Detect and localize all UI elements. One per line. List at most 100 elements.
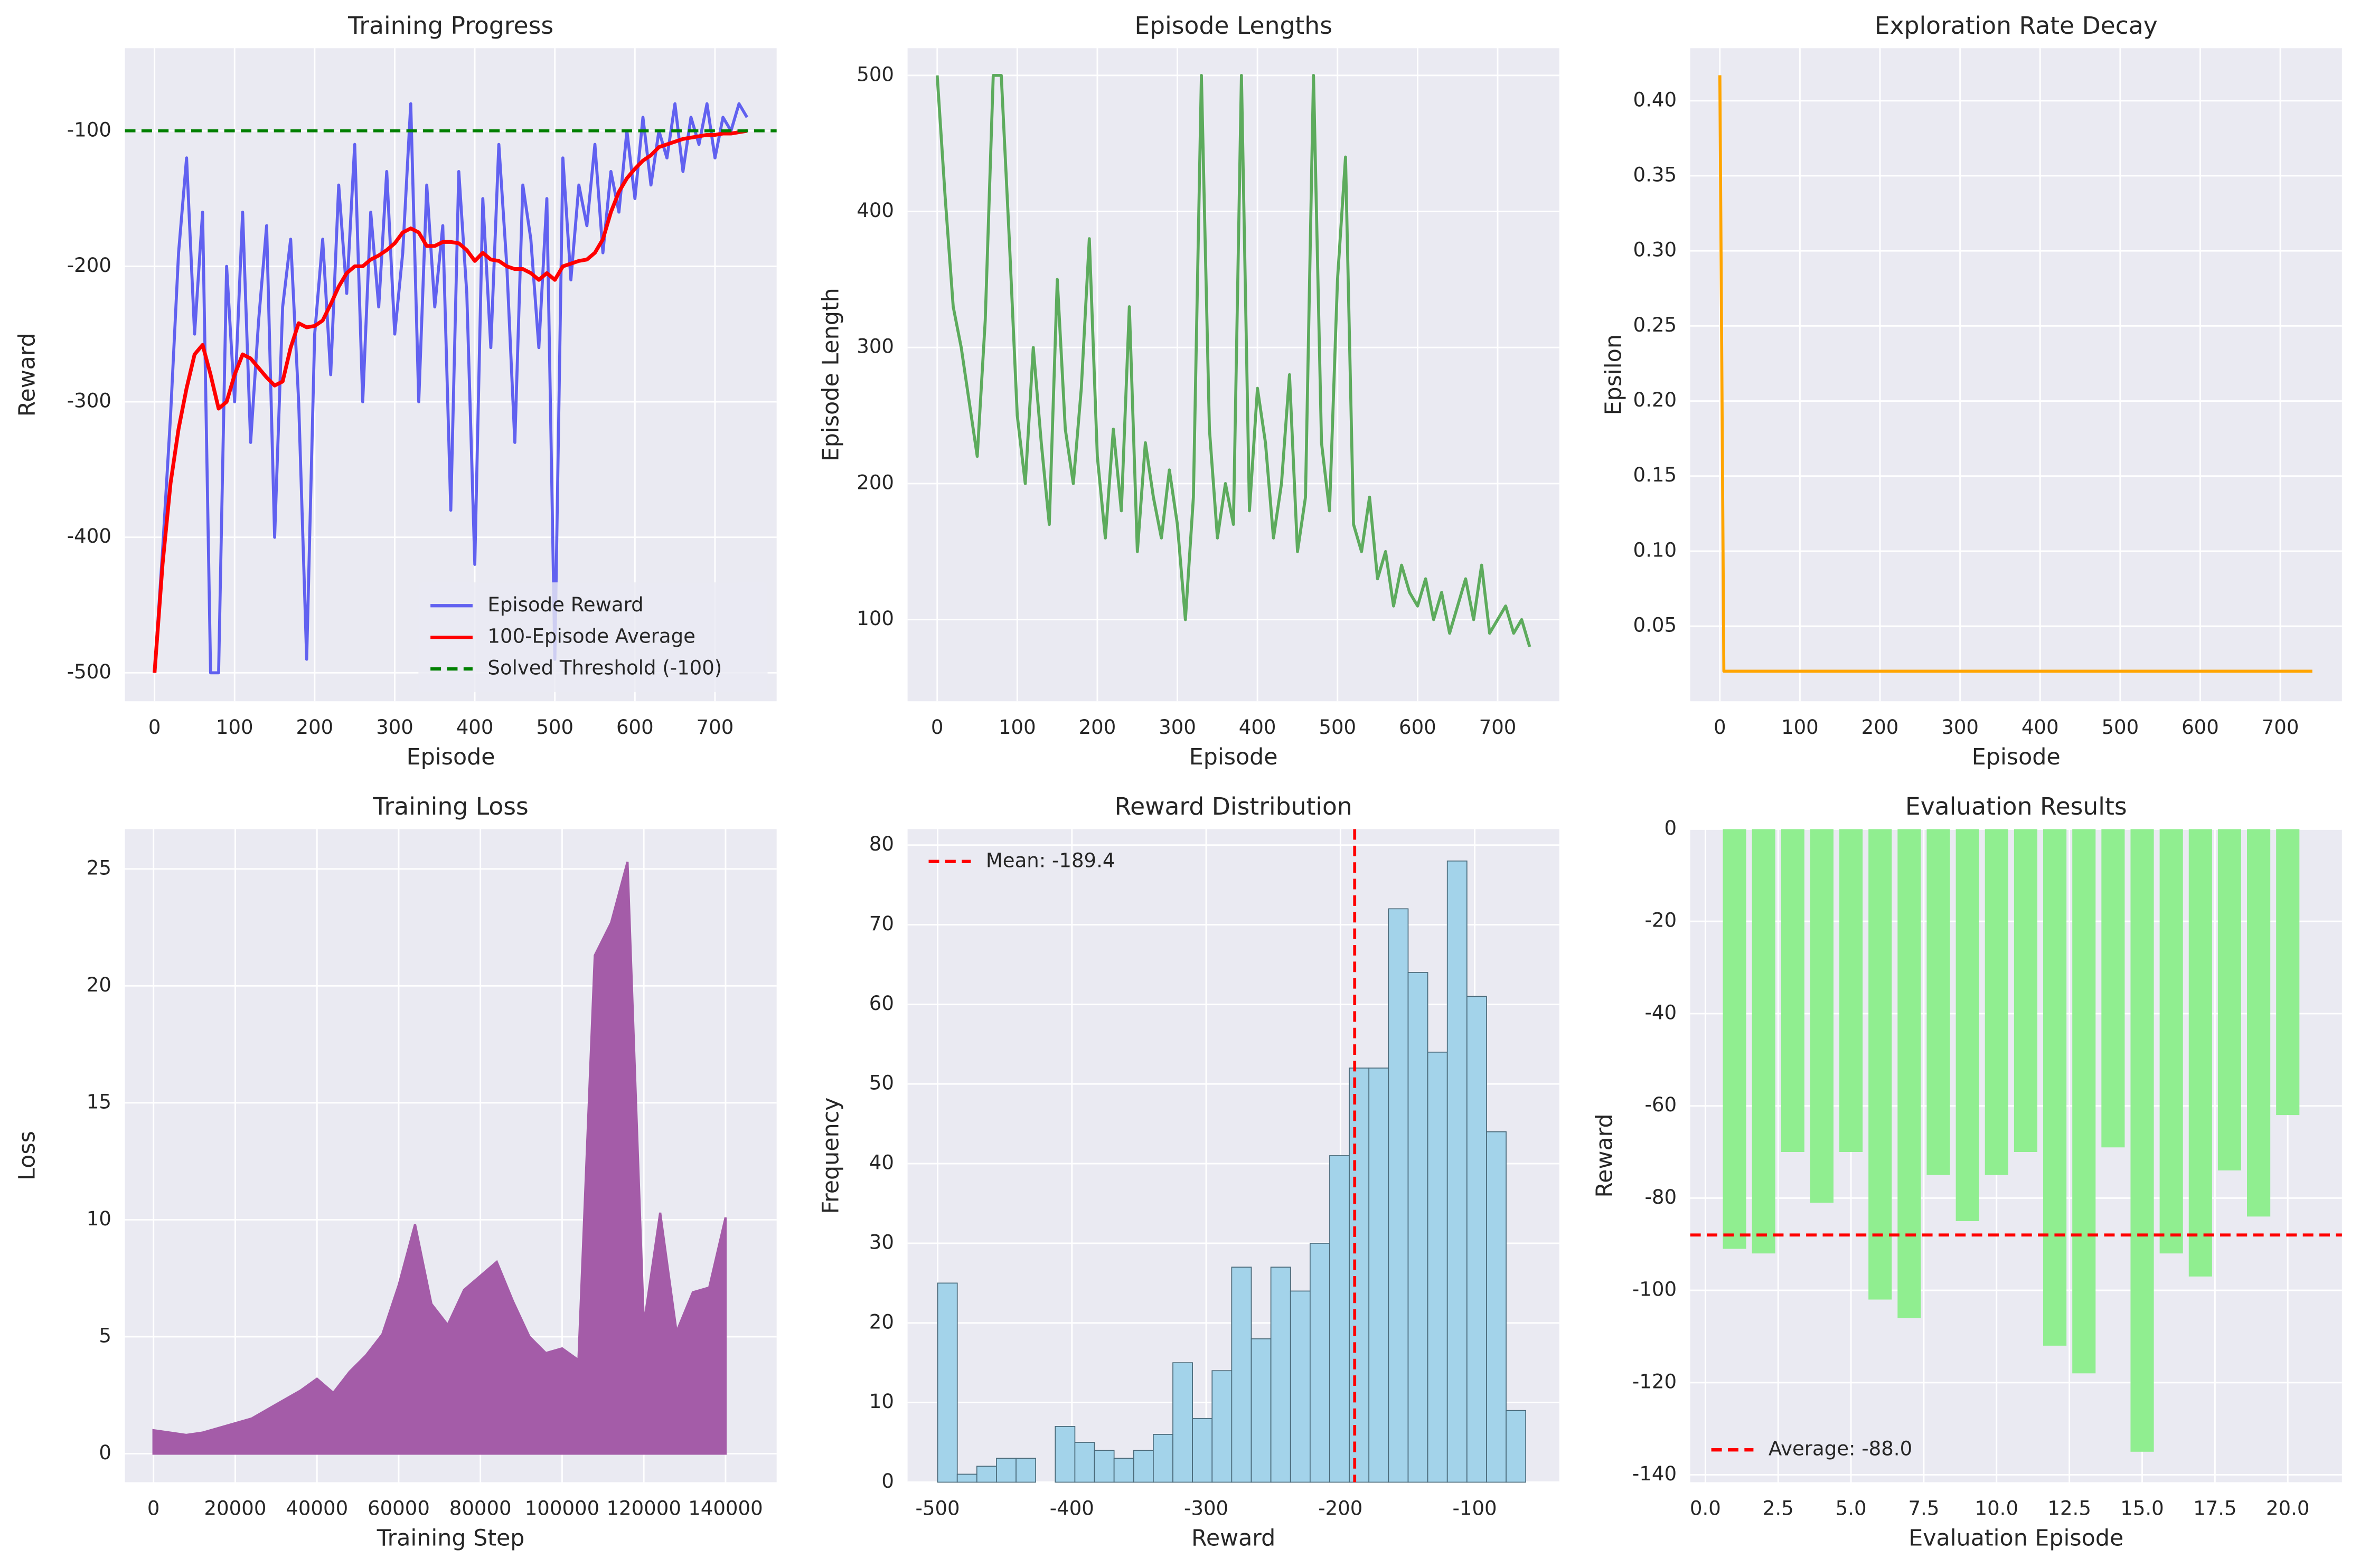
y-tick-label: 300 [857, 335, 894, 358]
x-tick-label: 200 [1079, 716, 1116, 739]
x-tick-label: 500 [1319, 716, 1356, 739]
y-axis-label: Episode Length [818, 288, 844, 461]
x-tick-label: 700 [697, 716, 734, 739]
x-tick-label: 40000 [286, 1497, 348, 1519]
bar [1839, 829, 1863, 1152]
bar [2188, 829, 2212, 1277]
y-tick-label: 0.30 [1633, 239, 1677, 261]
subplot-title: Evaluation Results [1905, 792, 2127, 820]
y-tick-label: -80 [1645, 1186, 1677, 1208]
x-tick-label: 300 [1159, 716, 1196, 739]
plot-area [1690, 48, 2342, 702]
y-tick-label: 80 [869, 833, 894, 855]
x-tick-label: 20000 [204, 1497, 267, 1519]
y-tick-label: 0 [99, 1441, 111, 1464]
x-axis-label: Episode [407, 744, 495, 770]
legend-label: Episode Reward [487, 593, 643, 616]
x-tick-label: 500 [2101, 716, 2139, 739]
x-tick-label: 600 [1399, 716, 1436, 739]
subplot: 0 20000 40000 60000 80000 100000 120000 140000 0… [14, 792, 777, 1551]
y-tick-label: 500 [857, 63, 894, 86]
y-tick-label: 100 [857, 607, 894, 630]
bar [2014, 829, 2038, 1152]
y-tick-label: 20 [87, 974, 111, 996]
y-tick-label: -20 [1645, 909, 1677, 932]
histogram-bar [1211, 1370, 1233, 1483]
x-tick-label: 140000 [688, 1497, 763, 1519]
x-tick-label: 100 [999, 716, 1036, 739]
y-axis-label: Loss [14, 1131, 41, 1180]
x-tick-label: 0 [147, 1497, 160, 1519]
x-tick-label: 7.5 [1908, 1497, 1939, 1519]
y-tick-label: 0.10 [1633, 539, 1677, 561]
bar [1810, 829, 1834, 1203]
y-tick-label: 0.25 [1633, 314, 1677, 336]
histogram-bar [1486, 1131, 1507, 1483]
y-axis-label: Epsilon [1601, 334, 1627, 415]
y-axis-label: Reward [1592, 1113, 1618, 1197]
x-tick-label: 0.0 [1690, 1497, 1721, 1519]
y-tick-label: 40 [869, 1151, 894, 1174]
subplot-title: Exploration Rate Decay [1875, 12, 2158, 40]
histogram-bar [1133, 1450, 1154, 1483]
y-tick-label: 10 [869, 1390, 894, 1413]
x-tick-label: 15.0 [2120, 1497, 2164, 1519]
x-tick-label: 400 [1239, 716, 1276, 739]
histogram-bar [1250, 1338, 1272, 1483]
histogram-bar [1016, 1458, 1037, 1483]
x-tick-label: 17.5 [2193, 1497, 2237, 1519]
bar [1868, 829, 1892, 1300]
y-tick-label: -100 [1632, 1278, 1677, 1301]
subplot: -500 -400 -300 -200 -100 0 10 20 30 40 50 60 70 80 Rew… [818, 792, 1559, 1551]
legend-label: 100-Episode Average [487, 625, 695, 648]
x-tick-label: 60000 [368, 1497, 430, 1519]
histogram-bar [1270, 1267, 1291, 1483]
y-tick-label: 30 [869, 1231, 894, 1253]
x-tick-label: 12.5 [2047, 1497, 2091, 1519]
y-tick-label: 5 [99, 1324, 111, 1347]
x-tick-label: 400 [2021, 716, 2059, 739]
x-tick-label: -400 [1050, 1497, 1094, 1519]
x-tick-label: -100 [1453, 1497, 1497, 1519]
x-tick-label: 200 [296, 716, 334, 739]
x-tick-label: 2.5 [1763, 1497, 1794, 1519]
x-tick-label: 100 [216, 716, 253, 739]
x-tick-label: 5.0 [1836, 1497, 1867, 1519]
y-tick-label: 0.20 [1633, 389, 1677, 411]
histogram-bar [1466, 996, 1487, 1483]
x-tick-label: -200 [1318, 1497, 1362, 1519]
x-tick-label: 0 [148, 716, 161, 739]
x-tick-label: 300 [376, 716, 413, 739]
y-tick-label: -40 [1645, 1001, 1677, 1024]
x-tick-label: 0 [931, 716, 944, 739]
bar [2217, 829, 2242, 1170]
bar [1723, 829, 1746, 1249]
y-tick-label: 10 [87, 1207, 111, 1230]
histogram-bar [1368, 1068, 1389, 1483]
y-tick-label: 15 [87, 1090, 111, 1113]
y-tick-label: -500 [67, 660, 111, 683]
data-line [1718, 75, 2312, 673]
y-tick-label: 50 [869, 1072, 894, 1094]
legend: Average: -88.0 [1711, 1438, 1912, 1460]
x-tick-label: 700 [2262, 716, 2299, 739]
subplot-title: Training Loss [372, 792, 528, 820]
histogram-bar [1055, 1426, 1076, 1483]
y-tick-label: -200 [67, 254, 111, 277]
bar [2130, 829, 2154, 1452]
x-tick-label: 10.0 [1975, 1497, 2019, 1519]
histogram-bar [1349, 1068, 1370, 1483]
x-tick-label: -300 [1184, 1497, 1228, 1519]
data-line [935, 73, 1531, 647]
x-axis-label: Episode [1189, 744, 1278, 770]
histogram-bar [1427, 1052, 1448, 1483]
legend-label: Solved Threshold (-100) [487, 656, 722, 679]
bar [1897, 829, 1921, 1318]
y-tick-label: -140 [1632, 1462, 1677, 1485]
y-tick-label: 60 [869, 992, 894, 1015]
histogram-bar [1388, 908, 1409, 1483]
histogram-bar [1192, 1418, 1213, 1483]
bar [1926, 829, 1950, 1175]
data-area [152, 861, 727, 1455]
x-tick-label: 700 [1479, 716, 1517, 739]
